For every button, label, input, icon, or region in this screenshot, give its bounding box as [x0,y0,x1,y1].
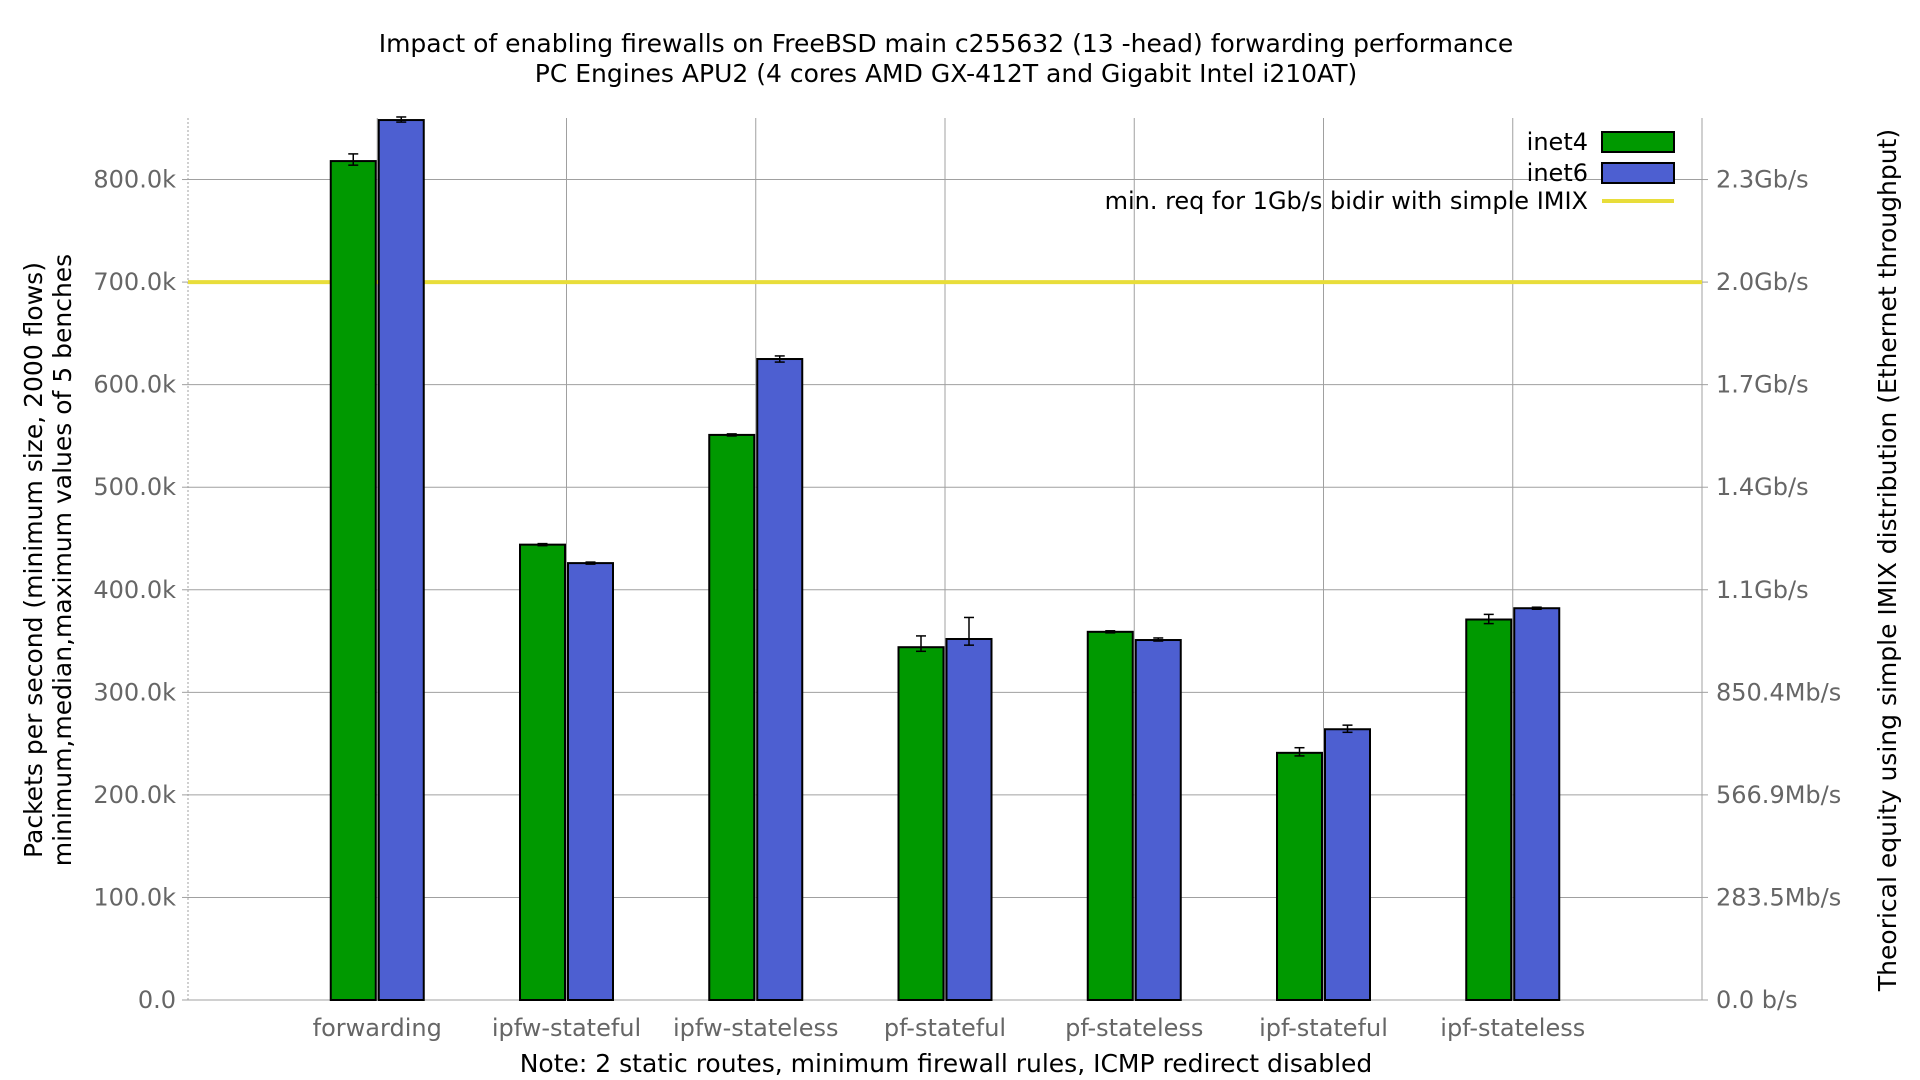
bar-inet6-pf-stateless [1134,639,1182,1001]
y-tick-label-4: 400.0k [93,576,176,604]
x-tick-label-pf-stateful: pf-stateful [884,1014,1006,1042]
bar-inet4-ipfw-stateless [708,433,756,1001]
y-axis-label: Packets per second (minimum size, 2000 f… [19,262,48,858]
y-tick-label-2: 200.0k [93,781,176,809]
note-text: Note: 2 static routes, minimum firewall … [520,1049,1373,1078]
bar-inet6-ipfw-stateless [756,358,804,1001]
y-tick-label-7: 700.0k [93,268,176,296]
bars-group [329,119,1561,1002]
bar-inet4-forwarding [329,160,377,1002]
x-tick-label-ipf-stateless: ipf-stateless [1440,1014,1585,1042]
legend-swatch-inet6 [1601,162,1675,184]
x-tick-label-ipf-stateful: ipf-stateful [1259,1014,1388,1042]
y-tick-label-0: 0.0 [138,986,176,1014]
plot-frame [187,118,1703,1001]
bar-inet4-ipf-stateless [1465,618,1513,1001]
y2-axis-label: Theorical equity using simple IMIX distr… [1873,129,1902,992]
x-tick-label-ipfw-stateless: ipfw-stateless [673,1014,838,1042]
y2-tick-label-8: 2.3Gb/s [1716,166,1809,194]
y2-tick-label-0: 0.0 b/s [1716,986,1798,1014]
y-axis-label-secondary: minimum,median,maximum values of 5 bench… [48,254,77,866]
errorbars-group [348,116,1542,757]
x-tick-label-ipfw-stateful: ipfw-stateful [492,1014,641,1042]
grid [188,118,1702,1000]
bar-inet6-ipf-stateful [1324,728,1371,1001]
bar-inet4-ipf-stateful [1276,751,1323,1002]
y2-axis-ticks: 0.0 b/s 283.5Mb/s 566.9Mb/s 850.4Mb/s 1.1Gb/… [1702,166,1841,1014]
y-tick-label-6: 600.0k [93,371,176,399]
y-tick-label-1: 100.0k [93,883,176,911]
legend-label-reference: min. req for 1Gb/s bidir with simple IMI… [1105,187,1588,215]
legend: inet4 inet6 min. req for 1Gb/s bidir wit… [1105,128,1675,215]
legend-label-inet6: inet6 [1527,159,1588,187]
legend-label-inet4: inet4 [1527,128,1588,156]
bar-inet6-pf-stateful [945,637,993,1001]
y2-tick-label-3: 850.4Mb/s [1716,678,1841,706]
y2-tick-label-5: 1.4Gb/s [1716,473,1809,501]
x-axis-ticks: forwarding ipfw-stateful ipfw-stateless pf-… [313,1014,1586,1042]
bar-inet4-ipfw-stateful [519,543,566,1001]
x-tick-label-pf-stateless: pf-stateless [1065,1014,1203,1042]
bar-inet4-pf-stateless [1086,630,1134,1001]
y2-tick-label-7: 2.0Gb/s [1716,268,1809,296]
chart-title: Impact of enabling firewalls on FreeBSD … [379,29,1514,58]
bar-inet6-ipfw-stateful [567,562,614,1002]
y-tick-label-5: 500.0k [93,473,176,501]
bar-inet6-ipf-stateless [1513,607,1561,1001]
bar-inet6-forwarding [377,119,425,1002]
y-tick-label-3: 300.0k [93,678,176,706]
bar-inet4-pf-stateful [897,646,945,1001]
y-axis-ticks: 0.0 100.0k 200.0k 300.0k 400.0k 500.0k 600.0k 7… [93,166,188,1014]
y2-tick-label-4: 1.1Gb/s [1716,576,1809,604]
y-tick-label-8: 800.0k [93,166,176,194]
y2-tick-label-2: 566.9Mb/s [1716,781,1841,809]
x-tick-label-forwarding: forwarding [313,1014,442,1042]
y2-tick-label-1: 283.5Mb/s [1716,883,1841,911]
y2-tick-label-6: 1.7Gb/s [1716,371,1809,399]
legend-swatch-inet4 [1601,131,1675,153]
chart-subtitle: PC Engines APU2 (4 cores AMD GX-412T and… [535,59,1357,88]
